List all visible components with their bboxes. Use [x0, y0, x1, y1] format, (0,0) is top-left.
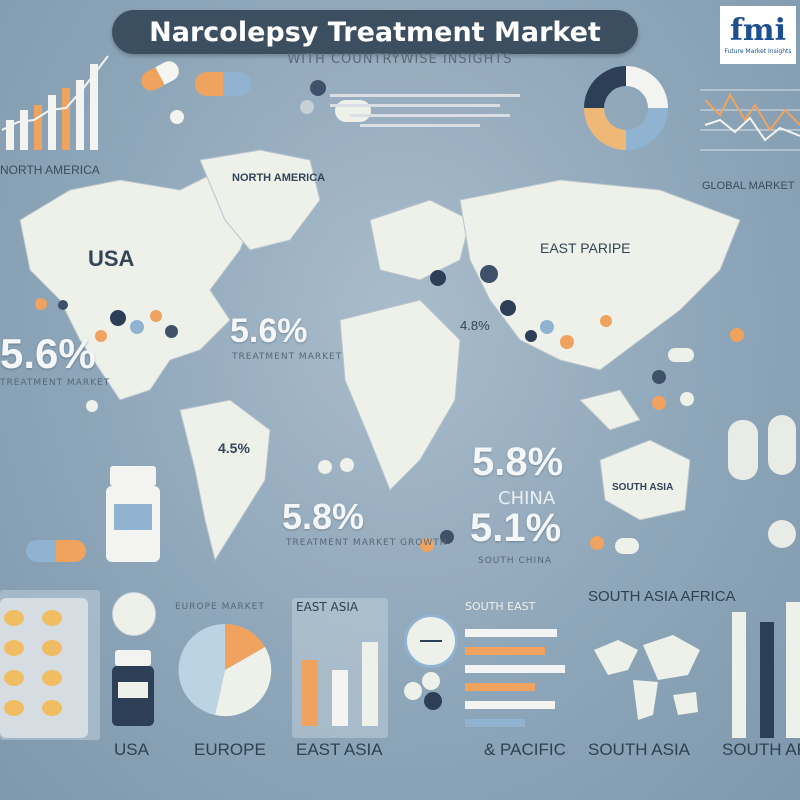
map-marker [110, 310, 126, 326]
map-marker [130, 320, 144, 334]
na-pct: 5.6% [230, 312, 308, 350]
blister-pack-panel [0, 590, 100, 740]
pill-icon [652, 370, 666, 384]
pill-icon [768, 520, 796, 548]
left-pct: 5.6% [0, 330, 96, 377]
south-east-header: SOUTH EAST [465, 600, 536, 613]
china-pct: 5.1% [470, 506, 562, 550]
map-marker [500, 300, 516, 316]
page-subtitle: WITH COUNTRYWISE INSIGHTS [287, 52, 513, 67]
europe-market-header: EUROPE MARKET [175, 602, 265, 612]
pill-bottle-icon [112, 650, 154, 726]
world-map-icon [19, 149, 741, 562]
pill-icon [668, 348, 694, 362]
asia-pct: 5.8% [472, 440, 564, 484]
pill-icon [86, 400, 98, 412]
map-marker [600, 315, 612, 327]
bottom-label-usa: USA [114, 740, 149, 759]
fmi-logo: fmi Future Market Insights [720, 6, 796, 64]
pill-icon [340, 458, 354, 472]
bottom-label-europe: EUROPE [194, 740, 266, 759]
pill-icon [590, 536, 604, 550]
africa-pct: 5.8% [282, 496, 365, 537]
bottom-label-south-africa: SOUTH AFRICA [722, 740, 800, 759]
donut-chart-icon [584, 66, 668, 150]
capsule-icon [195, 72, 251, 96]
page-title: Narcolepsy Treatment Market [112, 10, 638, 54]
pill-bottle-icon [106, 466, 160, 562]
pill-icon [58, 300, 68, 310]
china-caption: SOUTH CHINA [478, 556, 553, 566]
pill-icon [310, 80, 326, 96]
pill-icon [35, 298, 47, 310]
north-america-header: NORTH AMERICA [0, 163, 100, 177]
map-marker [165, 325, 178, 338]
blister-pack-icon [0, 598, 88, 738]
text-lines-decoration [330, 94, 520, 127]
na-caption: TREATMENT MARKET [232, 352, 343, 362]
bar-chart-icon [302, 642, 378, 726]
pill-icon [300, 100, 314, 114]
pill-icon [112, 592, 156, 636]
horizontal-bar-chart-icon [465, 629, 565, 727]
map-marker [150, 310, 162, 322]
logo-tagline: Future Market Insights [724, 47, 792, 55]
bottom-label-south-asia: SOUTH ASIA [588, 740, 691, 759]
bar-chart-icon [732, 602, 800, 738]
bar-chart-icon [1, 55, 109, 150]
inhaler-icon [728, 420, 758, 480]
bottom-label-pacific: & PACIFIC [484, 740, 566, 759]
pills-cluster-icon [404, 672, 454, 716]
australia-label: SOUTH ASIA [612, 482, 674, 493]
usa-label: USA [88, 246, 135, 271]
map-marker [430, 270, 446, 286]
inhaler-icon [768, 415, 796, 475]
pill-icon [420, 538, 434, 552]
pill-icon [318, 460, 332, 474]
pill-icon [680, 392, 694, 406]
east-europe-label: EAST PARIPE [540, 240, 631, 256]
line-chart-icon [700, 89, 800, 151]
pie-chart-icon [178, 623, 272, 717]
south-asia-africa-header: SOUTH ASIA AFRICA [588, 588, 736, 605]
capsule-icon [137, 57, 183, 95]
map-marker [540, 320, 554, 334]
africa-caption: TREATMENT MARKET GROWTH [286, 538, 448, 548]
china-label: CHINA [498, 488, 556, 509]
mini-world-map-icon [594, 635, 700, 720]
map-marker [560, 335, 574, 349]
map-marker [525, 330, 537, 342]
left-caption: TREATMENT MARKET [0, 378, 111, 388]
sa-pct: 4.5% [218, 440, 250, 456]
pill-icon [652, 396, 666, 410]
pill-icon [440, 530, 454, 544]
pill-icon [170, 110, 184, 124]
capsule-icon [26, 540, 86, 562]
global-header: GLOBAL MARKET [702, 180, 795, 192]
pill-icon [730, 328, 744, 342]
greenland-label: NORTH AMERICA [232, 172, 326, 184]
map-marker [95, 330, 107, 342]
bottom-label-east-asia: EAST ASIA [296, 740, 383, 759]
logo-mark: fmi [729, 12, 787, 48]
map-marker [480, 265, 498, 283]
europe-pct: 4.8% [460, 318, 490, 333]
clock-icon [404, 614, 458, 668]
east-asia-header: EAST ASIA [296, 600, 359, 614]
pill-icon [615, 538, 639, 554]
